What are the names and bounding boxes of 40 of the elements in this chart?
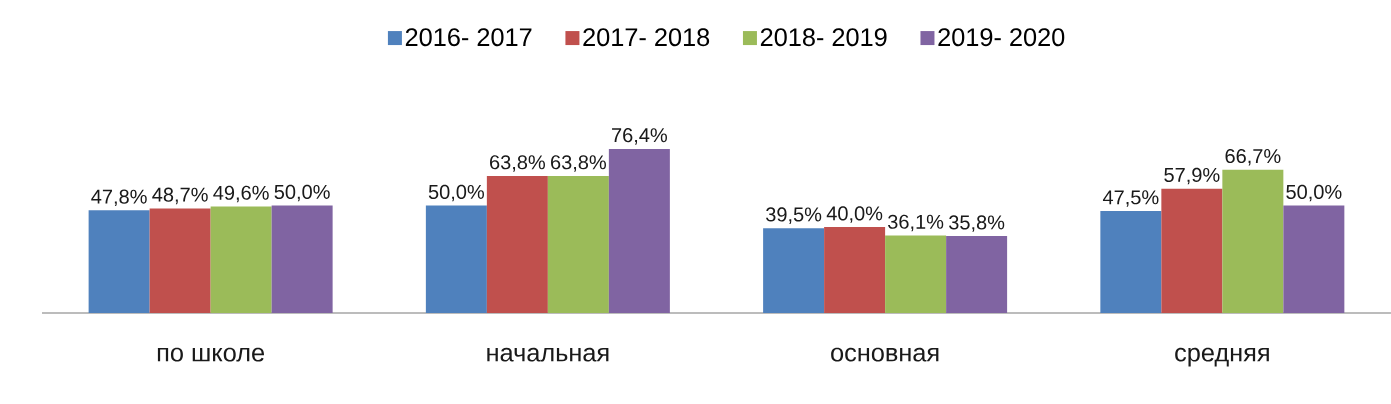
data-label: 63,8% [490, 155, 545, 172]
bar [946, 236, 1008, 313]
data-label: 50,0% [428, 184, 484, 202]
data-label: 63,8% [551, 155, 606, 172]
data-label: 76,4% [612, 128, 667, 145]
legend-label: 2018- 2019 [760, 28, 887, 47]
bar [1100, 210, 1162, 313]
x-tick-label: начальная [487, 347, 609, 362]
data-label: 48,7% [152, 187, 208, 205]
bar [210, 206, 272, 313]
x-tick-label: по школе [157, 347, 264, 362]
bar [885, 235, 947, 313]
data-label: 40,0% [826, 206, 883, 223]
bar [486, 175, 548, 313]
data-label: 47,5% [1102, 190, 1159, 207]
bar [1161, 188, 1223, 313]
data-label: 66,7% [1225, 148, 1281, 166]
data-label: 49,6% [213, 185, 269, 203]
bar [271, 205, 333, 313]
data-label: 36,1% [888, 214, 944, 232]
data-label: 50,0% [274, 184, 330, 202]
bar [547, 175, 609, 313]
data-label: 57,9% [1164, 167, 1220, 185]
x-tick-label: основная [831, 347, 939, 362]
legend-label: 2016- 2017 [405, 28, 532, 47]
bar [1222, 169, 1284, 313]
bar [149, 208, 211, 313]
bar [425, 205, 487, 313]
legend-label: 2017- 2018 [583, 28, 710, 47]
bar [824, 227, 886, 313]
bar [608, 148, 670, 313]
bar [1283, 205, 1345, 313]
legend-label: 2019- 2020 [938, 28, 1065, 47]
data-label: 47,8% [91, 189, 147, 207]
data-label: 35,8% [949, 215, 1005, 232]
x-tick-label: средняя [1175, 347, 1269, 367]
bar [763, 228, 825, 313]
data-label: 50,0% [1286, 184, 1342, 202]
bar [88, 210, 150, 313]
data-label: 39,5% [766, 207, 822, 224]
